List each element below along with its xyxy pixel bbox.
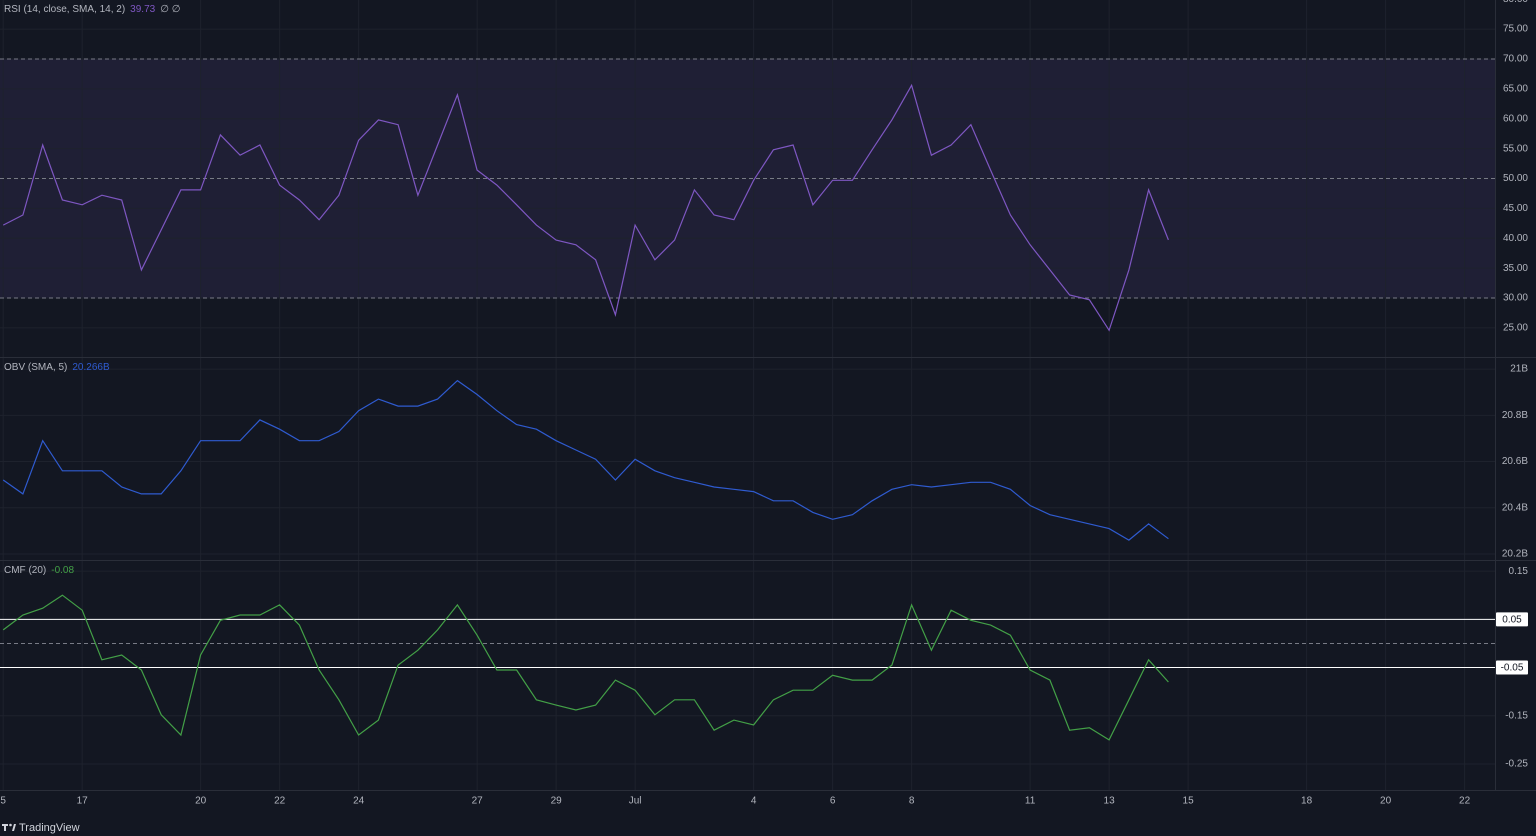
legend: OBV (SMA, 5) 20.266B xyxy=(4,362,110,373)
series-line xyxy=(2,83,1169,332)
y-tick-label: 45.00 xyxy=(1503,203,1528,214)
price-label-box xyxy=(1496,660,1528,675)
pane: -0.25 -0.15 0.15 0.05 -0.05 CMF (20) -0.08 xyxy=(0,561,1536,791)
x-tick-label: 29 xyxy=(551,796,563,807)
y-tick-label: 30.00 xyxy=(1503,293,1528,304)
y-tick-label: 0.15 xyxy=(1509,566,1529,577)
x-tick-label: 17 xyxy=(77,796,89,807)
y-tick-label: -0.15 xyxy=(1505,710,1528,721)
y-tick-label: 20.2B xyxy=(1502,549,1528,560)
x-tick-label: 20 xyxy=(1380,796,1392,807)
footer-bar xyxy=(0,812,1536,836)
y-tick-label: 50.00 xyxy=(1503,173,1528,184)
y-tick-label: 20.6B xyxy=(1502,456,1528,467)
y-tick-label: 40.00 xyxy=(1503,233,1528,244)
x-tick-label: 6 xyxy=(830,796,836,807)
legend-value: -0.08 xyxy=(51,565,74,576)
legend-value: 39.73 xyxy=(130,4,155,15)
price-label: -0.05 xyxy=(1501,663,1524,674)
logo xyxy=(2,823,16,831)
x-tick-label: 27 xyxy=(472,796,484,807)
x-tick-label: 4 xyxy=(751,796,757,807)
y-tick-label: 20.4B xyxy=(1502,502,1528,513)
x-tick-label: 15 xyxy=(1183,796,1195,807)
footer-brand: TradingView xyxy=(19,822,80,834)
pane: 20.2B 20.4B 20.6B 20.8B 21B OBV (SMA, 5) 20.26… xyxy=(0,358,1536,561)
price-label: 0.05 xyxy=(1502,614,1522,625)
y-tick-label: 70.00 xyxy=(1503,54,1528,65)
legend-extra: ∅ ∅ xyxy=(160,4,180,15)
pane: 25.00 30.00 35.00 40.00 45.00 50.00 55.00 60.00… xyxy=(0,0,1536,358)
x-tick-label: 22 xyxy=(274,796,286,807)
legend-value: 20.266B xyxy=(72,362,110,373)
pane-background xyxy=(0,358,1536,560)
legend-name: CMF (20) xyxy=(4,565,46,576)
legend-name: OBV (SMA, 5) xyxy=(4,362,67,373)
x-tick-label: 13 xyxy=(1104,796,1116,807)
y-tick-label: 21B xyxy=(1510,364,1528,375)
y-tick-label: 65.00 xyxy=(1503,84,1528,95)
pane-background xyxy=(0,561,1536,790)
series-line xyxy=(2,379,1169,541)
legend: RSI (14, close, SMA, 14, 2) 39.73 ∅ ∅ xyxy=(4,4,180,15)
x-tick-label: 5 xyxy=(0,796,6,807)
y-tick-label: 20.8B xyxy=(1502,410,1528,421)
x-tick-label: 18 xyxy=(1301,796,1313,807)
x-tick-label: 8 xyxy=(909,796,915,807)
series-line xyxy=(2,594,1169,741)
y-tick-label: 25.00 xyxy=(1503,323,1528,334)
x-tick-label: 22 xyxy=(1459,796,1471,807)
legend-name: RSI (14, close, SMA, 14, 2) xyxy=(4,4,125,15)
x-tick-label: 24 xyxy=(353,796,365,807)
legend: CMF (20) -0.08 xyxy=(4,565,74,576)
y-tick-label: 55.00 xyxy=(1503,143,1528,154)
x-tick-label: 11 xyxy=(1025,796,1036,807)
price-label-box xyxy=(1496,612,1528,627)
y-tick-label: 60.00 xyxy=(1503,113,1528,124)
y-tick-label: -0.25 xyxy=(1505,759,1528,770)
y-tick-label: 75.00 xyxy=(1503,24,1528,35)
y-tick-label: 80.00 xyxy=(1503,0,1528,5)
x-tick-label: 20 xyxy=(195,796,207,807)
y-tick-label: 35.00 xyxy=(1503,263,1528,274)
x-tick-label: Jul xyxy=(629,796,642,807)
